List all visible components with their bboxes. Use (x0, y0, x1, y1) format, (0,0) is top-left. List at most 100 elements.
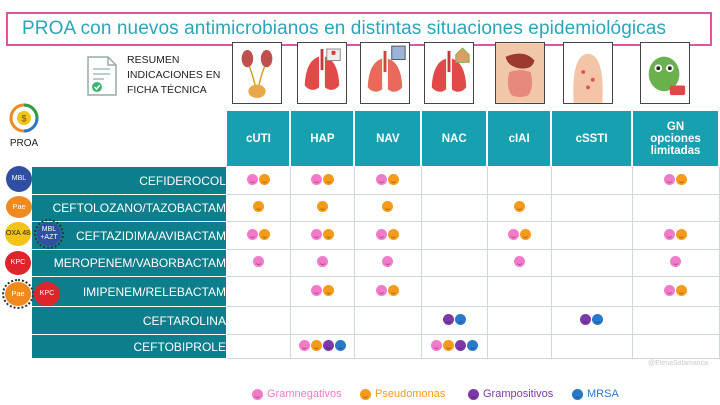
pink-coverage-icon (513, 256, 525, 267)
orange-coverage-icon (382, 201, 394, 212)
proa-label: PROA (9, 138, 39, 149)
coverage-dots (252, 201, 264, 212)
indication-cell (420, 306, 488, 335)
orange-coverage-icon (388, 284, 400, 296)
indication-cell (225, 334, 291, 359)
drug-name: MEROPENEM/VABORBACTAM (31, 249, 227, 277)
indication-cell (550, 221, 633, 250)
lungs-ventilator-image (360, 42, 410, 104)
column-header-nac: NAC (420, 110, 489, 167)
mbl-azt-badge: MBL +AZT (34, 219, 64, 249)
indication-cell (289, 276, 355, 307)
coverage-dots (246, 228, 270, 240)
indication-cell (353, 166, 422, 195)
pink-coverage-icon (246, 228, 258, 240)
coverage-dots (316, 256, 328, 267)
drug-name: IMIPENEM/RELEBACTAM (31, 276, 227, 307)
blue-coverage-icon (334, 339, 346, 351)
legend-pseudomonas-label: Pseudomonas (375, 388, 446, 400)
coverage-dots (382, 256, 394, 267)
mbl-badge: MBL (6, 166, 32, 192)
page-title: PROA con nuevos antimicrobianos en disti… (22, 18, 667, 39)
summary-line-1: RESUMEN (127, 54, 180, 66)
indication-cell (550, 306, 633, 335)
title-banner: PROA con nuevos antimicrobianos en disti… (6, 12, 712, 46)
legend-pseudomonas: Pseudomonas (360, 388, 445, 400)
indication-cell (353, 249, 422, 277)
indication-cell (486, 306, 552, 335)
indication-cell (550, 276, 633, 307)
urinary-tract-image (232, 42, 282, 104)
coverage-dots (310, 173, 334, 185)
pink-coverage-icon (430, 339, 442, 351)
document-check-icon (87, 56, 117, 96)
table-row: IMIPENEM/RELEBACTAM (31, 276, 720, 307)
indication-cell (225, 221, 291, 250)
orange-coverage-icon (322, 228, 334, 240)
indication-cell (289, 166, 355, 195)
column-header-gn-limited: GN opciones limitadas (631, 110, 720, 167)
pink-coverage-icon (507, 228, 519, 240)
indication-cell (550, 249, 633, 277)
orange-coverage-icon (258, 173, 270, 185)
coverage-dots (310, 284, 334, 296)
legend-grampositivos: Grampositivos (468, 388, 553, 400)
indication-cell (631, 306, 720, 335)
table-row: CEFTOLOZANO/TAZOBACTAM (31, 194, 720, 222)
table-row: CEFTAROLINA (31, 306, 720, 335)
orange-coverage-icon (519, 228, 531, 240)
column-header-ciai: cIAI (486, 110, 553, 167)
drug-name: CEFTAZIDIMA/AVIBACTAM (31, 221, 227, 250)
pink-coverage-icon (298, 339, 310, 351)
coverage-dots (382, 201, 394, 212)
pink-coverage-icon (670, 256, 681, 267)
blue-coverage-icon (454, 313, 466, 325)
indication-cell (631, 276, 720, 307)
indication-cell (420, 276, 488, 307)
drug-name: CEFTOLOZANO/TAZOBACTAM (31, 194, 227, 222)
pink-coverage-icon (376, 228, 388, 240)
indication-cell (420, 221, 488, 250)
oxa48-badge: OXA 48 (5, 222, 31, 246)
purple-coverage-icon (580, 313, 592, 325)
indication-cell (631, 166, 720, 195)
indication-cell (631, 221, 720, 250)
legend-pseudomonas-icon (360, 388, 371, 400)
skin-back-image (563, 42, 613, 104)
watermark: @ElenaSalamanca (648, 360, 709, 367)
orange-coverage-icon (388, 173, 400, 185)
purple-coverage-icon (454, 339, 466, 351)
indication-cell (631, 194, 720, 222)
pink-coverage-icon (310, 173, 322, 185)
table-corner (32, 111, 227, 167)
summary-line-3: FICHA TÉCNICA (127, 84, 207, 96)
indication-cell (420, 249, 488, 277)
indication-cell (289, 194, 355, 222)
indication-cell (353, 194, 422, 222)
legend-mrsa-icon (572, 388, 583, 400)
orange-coverage-icon (676, 173, 687, 185)
indication-cell (353, 334, 422, 359)
coverage-dots (580, 313, 604, 325)
indication-cell (289, 221, 355, 250)
lungs-community-image (424, 42, 474, 104)
orange-coverage-icon (310, 339, 322, 351)
table-row: MEROPENEM/VABORBACTAM (31, 249, 720, 277)
indication-cell (486, 334, 552, 359)
indication-cell (353, 306, 422, 335)
pae-badge: Pae (6, 196, 32, 218)
indication-cell (550, 334, 633, 359)
coverage-dots (670, 256, 681, 267)
legend-mrsa-label: MRSA (587, 388, 619, 400)
indication-cell (225, 166, 291, 195)
table-row: CEFTOBIPROLE (31, 334, 720, 359)
orange-coverage-icon (513, 201, 525, 212)
pink-coverage-icon (376, 173, 388, 185)
indication-cell (486, 276, 552, 307)
indication-cell (353, 221, 422, 250)
summary-note: RESUMEN INDICACIONES EN FICHA TÉCNICA (127, 53, 237, 98)
coverage-dots (376, 173, 400, 185)
coverage-dots (442, 313, 466, 325)
indication-cell (353, 276, 422, 307)
table-row: CEFIDEROCOL (31, 166, 720, 195)
